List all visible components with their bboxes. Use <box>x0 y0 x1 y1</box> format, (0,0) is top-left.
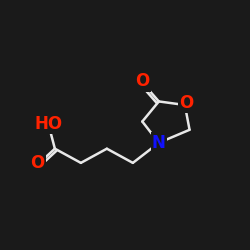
Text: N: N <box>152 134 166 152</box>
Text: O: O <box>135 72 150 90</box>
Text: HO: HO <box>35 115 63 133</box>
Text: O: O <box>179 94 193 112</box>
Text: O: O <box>30 154 44 172</box>
